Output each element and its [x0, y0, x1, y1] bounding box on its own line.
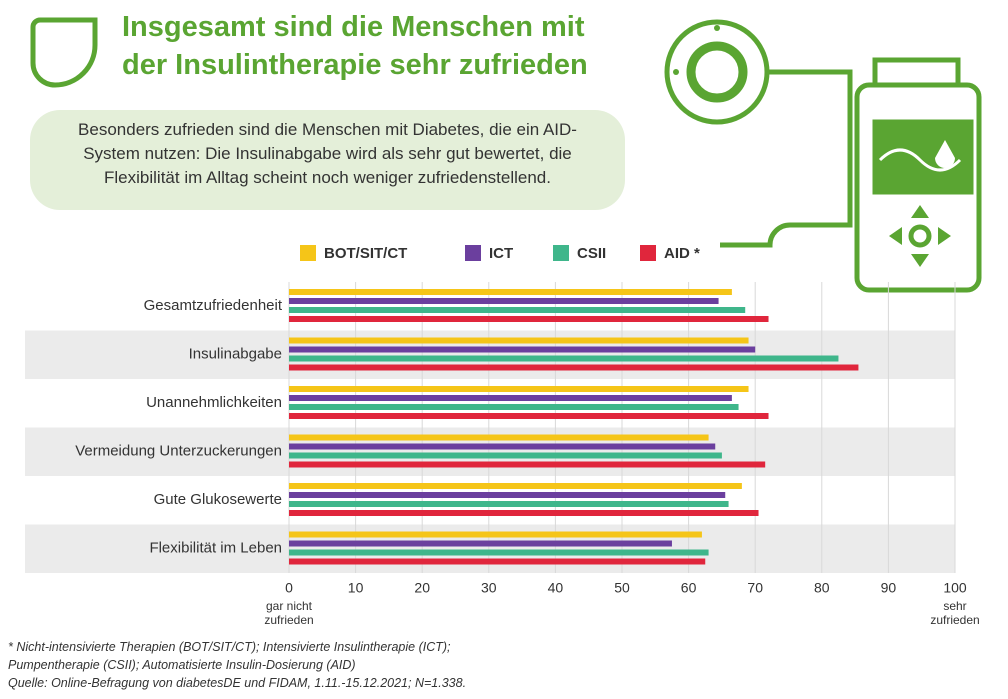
- y-tick-label: Gesamtzufriedenheit: [144, 297, 283, 314]
- buttons: [889, 205, 951, 267]
- x-tick-label: 70: [747, 580, 763, 596]
- bar: [289, 338, 749, 344]
- chart: 0102030405060708090100gar nichtzufrieden…: [0, 0, 1008, 699]
- footnote: Quelle: Online-Befragung von diabetesDE …: [8, 676, 466, 690]
- bar: [289, 541, 672, 547]
- bar: [289, 386, 749, 392]
- x-end-label: zufrieden: [930, 613, 979, 627]
- pump-illustration: [667, 22, 979, 290]
- x-tick-label: 50: [614, 580, 630, 596]
- bar: [289, 404, 739, 410]
- title: Insgesamt sind die Menschen mit der Insu…: [122, 8, 622, 84]
- bar: [289, 298, 719, 304]
- legend-swatch: [300, 245, 316, 261]
- y-tick-label: Insulinabgabe: [189, 345, 282, 362]
- bar: [289, 316, 769, 322]
- summary-box: Besonders zufrieden sind die Menschen mi…: [30, 110, 625, 210]
- y-tick-label: Gute Glukosewerte: [154, 491, 282, 508]
- bar: [289, 550, 709, 556]
- bar: [289, 483, 742, 489]
- legend-label: ICT: [489, 245, 513, 262]
- bar: [289, 501, 729, 507]
- bar: [289, 559, 705, 565]
- legend-label: CSII: [577, 245, 606, 262]
- legend-swatch: [640, 245, 656, 261]
- x-tick-label: 100: [943, 580, 967, 596]
- bar: [289, 453, 722, 459]
- y-tick-label: Unannehmlichkeiten: [146, 394, 282, 411]
- bar: [289, 510, 759, 516]
- footnote: * Nicht-intensivierte Therapien (BOT/SIT…: [8, 640, 451, 654]
- legend-label: BOT/SIT/CT: [324, 245, 407, 262]
- y-tick-label: Flexibilität im Leben: [149, 539, 282, 556]
- bar: [289, 289, 732, 295]
- x-end-label: gar nicht: [266, 599, 313, 613]
- bar: [289, 395, 732, 401]
- x-tick-label: 0: [285, 580, 293, 596]
- x-tick-label: 90: [881, 580, 897, 596]
- legend-label: AID *: [664, 245, 700, 262]
- bar: [289, 365, 858, 371]
- y-tick-label: Vermeidung Unterzuckerungen: [75, 442, 282, 459]
- bar: [289, 347, 755, 353]
- legend-swatch: [553, 245, 569, 261]
- legend-swatch: [465, 245, 481, 261]
- x-tick-label: 40: [548, 580, 564, 596]
- x-tick-label: 80: [814, 580, 830, 596]
- x-end-label: sehr: [943, 599, 966, 613]
- dot: [714, 25, 720, 31]
- page: 0102030405060708090100gar nichtzufrieden…: [0, 0, 1008, 699]
- leaf-icon: [33, 20, 95, 85]
- x-end-label: zufrieden: [264, 613, 313, 627]
- bar: [289, 462, 765, 468]
- x-tick-label: 10: [348, 580, 364, 596]
- bar: [289, 444, 715, 450]
- bar: [289, 435, 709, 441]
- dot: [673, 69, 679, 75]
- x-tick-label: 30: [481, 580, 497, 596]
- x-tick-label: 60: [681, 580, 697, 596]
- bar: [289, 356, 838, 362]
- footnote: Pumpentherapie (CSII); Automatisierte In…: [8, 658, 356, 672]
- bar: [289, 307, 745, 313]
- x-tick-label: 20: [414, 580, 430, 596]
- bar: [289, 413, 769, 419]
- bar: [289, 492, 725, 498]
- bar: [289, 532, 702, 538]
